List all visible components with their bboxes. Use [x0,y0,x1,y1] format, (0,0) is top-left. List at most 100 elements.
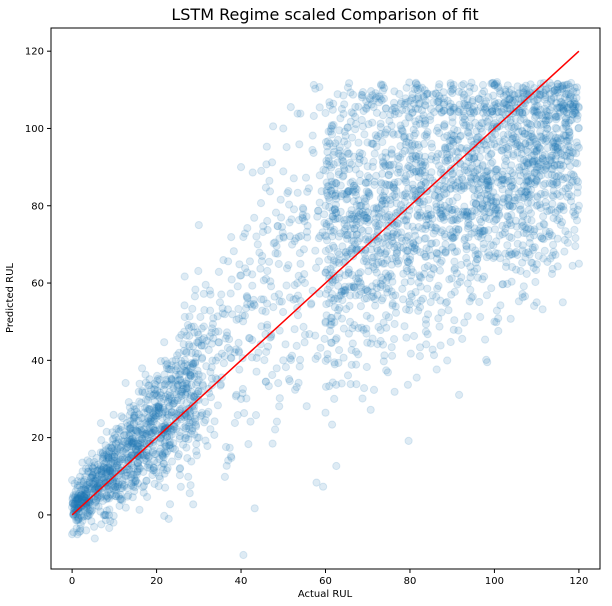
data-point [323,191,332,200]
data-point [162,360,171,370]
data-point [192,451,201,460]
data-point [393,241,402,250]
data-point [462,245,471,254]
data-point [264,382,273,391]
data-point [324,245,334,254]
data-point [449,137,458,146]
data-point [471,174,481,183]
data-point [313,206,323,215]
data-point [522,158,531,168]
data-point [391,103,400,113]
data-point [160,421,169,430]
data-point [76,491,85,500]
data-point [541,111,551,120]
data-point [506,314,515,323]
data-point [518,108,527,117]
data-point [325,299,334,308]
data-point [563,174,572,183]
data-point [368,139,377,148]
data-point [123,422,132,431]
data-point [556,103,565,112]
data-point [85,498,95,507]
data-point [557,202,566,211]
data-point [155,402,164,411]
data-point [423,262,433,271]
data-point [281,363,290,372]
data-point [90,476,99,486]
data-point [158,409,167,418]
data-point [414,104,423,114]
data-point [400,146,409,155]
data-point [379,111,388,120]
data-point [399,243,408,252]
data-point [180,312,189,322]
data-point [540,190,550,200]
data-point [407,265,416,274]
data-point [341,131,350,140]
data-point [225,335,234,344]
data-point [497,176,506,185]
data-point [478,119,487,128]
data-point [387,145,396,154]
data-point [516,171,525,180]
data-point [184,472,193,481]
data-point [487,124,496,133]
data-point [220,472,229,481]
data-point [486,108,495,117]
data-point [155,375,164,384]
data-point [332,461,341,471]
data-point [490,209,499,218]
data-point [189,392,199,401]
data-point [493,102,502,111]
data-point [90,522,99,531]
data-point [193,378,202,387]
data-point [343,123,352,133]
data-point [550,171,560,180]
data-point [499,130,508,140]
data-point [489,91,498,100]
data-point [445,197,454,206]
data-point [170,396,179,405]
data-point [405,163,415,172]
data-point [434,97,443,107]
data-point [376,130,385,139]
data-point [131,445,140,454]
data-point [535,90,544,99]
data-point [434,149,443,158]
data-point [127,439,136,448]
data-point [541,86,551,95]
data-point [510,249,520,258]
data-point [545,115,554,124]
data-point [234,346,243,355]
data-point [560,81,569,90]
data-point [458,334,467,343]
data-point [479,108,488,117]
data-point [299,205,308,214]
data-point [492,99,501,109]
data-point [436,94,445,103]
data-point [300,270,309,279]
data-point [463,208,472,218]
data-point [548,251,557,260]
data-point [108,443,117,452]
data-point [441,298,450,308]
data-point [108,450,117,459]
data-point [532,175,541,184]
data-point [377,200,386,210]
data-point [261,377,270,386]
data-point [511,139,520,149]
data-point [142,431,151,440]
data-point [378,137,387,147]
data-point [151,426,160,435]
data-point [170,388,179,397]
data-point [290,325,299,334]
data-point [213,401,222,410]
data-point [470,154,479,163]
data-point [335,143,344,152]
data-point [359,106,368,116]
data-point [541,162,551,171]
data-point [177,391,186,400]
data-point [406,252,415,262]
data-point [227,354,236,363]
data-point [398,284,407,293]
